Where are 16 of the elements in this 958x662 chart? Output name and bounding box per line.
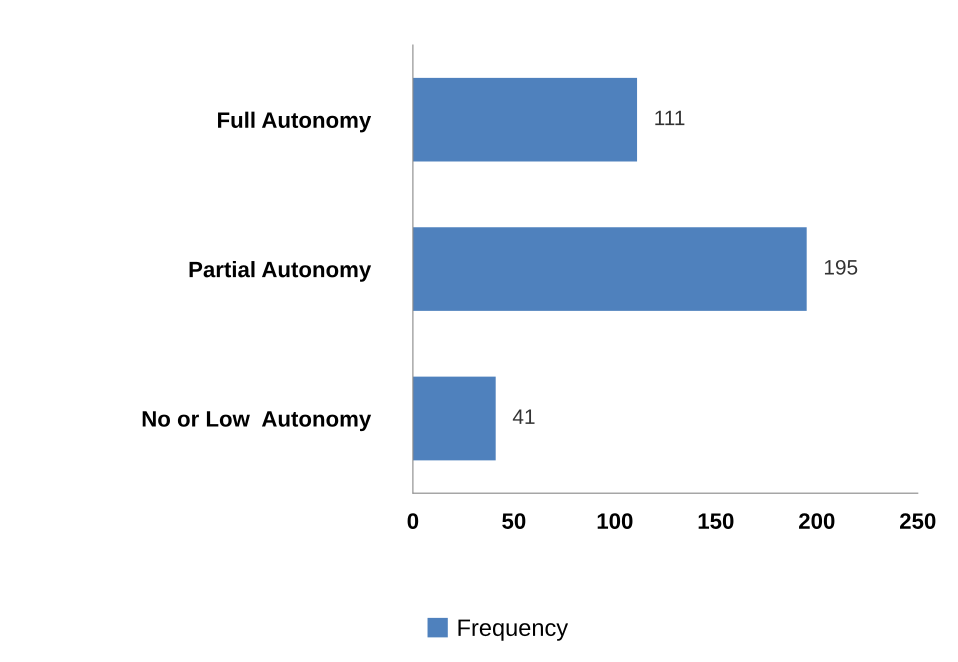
x-tick-label: 200 — [799, 513, 834, 529]
bar — [412, 376, 496, 460]
bar — [412, 227, 807, 311]
bar — [412, 78, 638, 162]
x-tick-label: 50 — [502, 513, 526, 529]
x-tick-label: 250 — [900, 513, 936, 529]
data-label: 41 — [512, 410, 535, 424]
y-tick-label: Full Autonomy — [218, 112, 372, 132]
x-tick-label: 100 — [598, 513, 632, 529]
data-label: 195 — [824, 260, 858, 275]
legend-label: Frequency — [458, 620, 568, 641]
x-tick-label: 0 — [408, 513, 418, 529]
data-label: 111 — [655, 110, 684, 126]
y-tick-label: Partial Autonomy — [190, 261, 372, 282]
y-tick-label: No or Low Autonomy — [142, 411, 372, 432]
x-tick-label: 150 — [698, 513, 734, 529]
